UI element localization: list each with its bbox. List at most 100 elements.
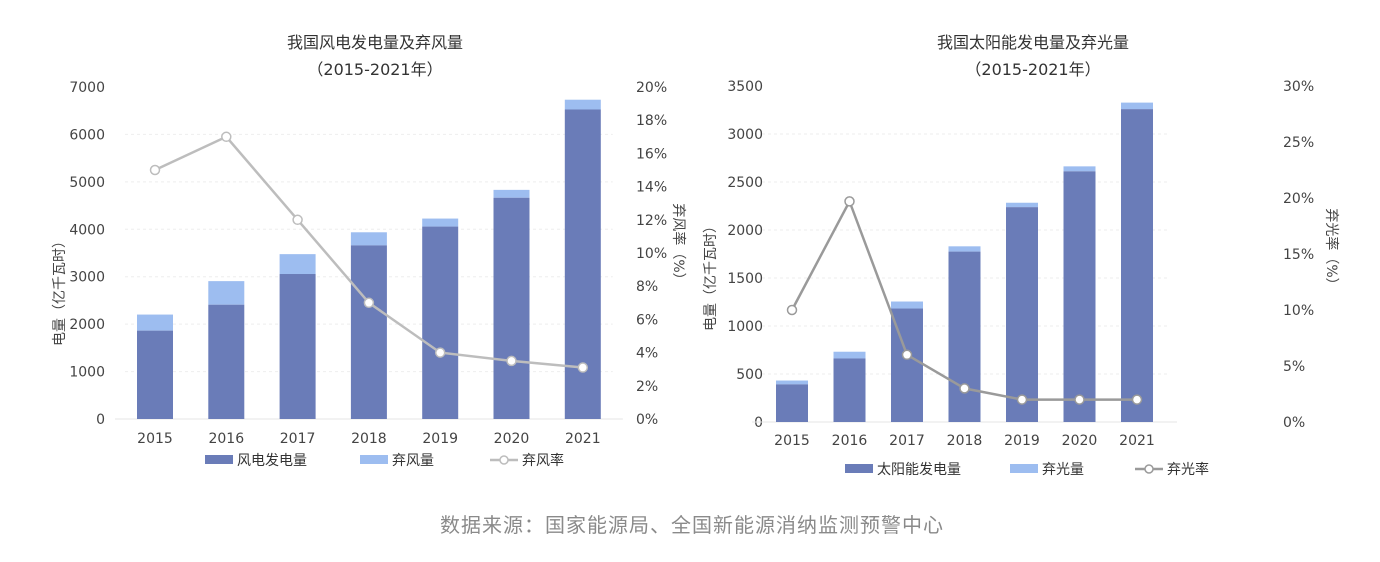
y-tick-label-solar: 1000 (727, 319, 763, 335)
bar-generation-wind-2020 (493, 197, 530, 419)
y2-tick-label-solar: 25% (1283, 135, 1314, 151)
x-tick-label-solar: 2016 (832, 433, 868, 449)
point-rate-wind-2018 (363, 297, 375, 309)
y2-tick-label-solar: 30% (1283, 79, 1314, 95)
x-tick-label-wind: 2015 (137, 431, 173, 447)
x-tick-label-wind: 2019 (422, 431, 458, 447)
x-tick-label-wind: 2020 (494, 431, 530, 447)
legend-swatch-curtailment-wind (360, 455, 388, 464)
point-rate-wind-2021 (577, 362, 589, 373)
source-note: 数据来源：国家能源局、全国新能源消纳监测预警中心 (440, 513, 944, 537)
bar-curtailment-solar-2019 (1006, 202, 1038, 208)
bar-curtailment-wind-2019 (422, 218, 459, 227)
bar-generation-wind-2018 (350, 245, 387, 419)
point-rate-wind-2019 (434, 347, 446, 358)
bar-curtailment-wind-2015 (137, 314, 173, 331)
bar-generation-solar-2021 (1121, 109, 1153, 423)
legend-swatch-curtailment-solar (1010, 464, 1038, 473)
bar-generation-solar-2019 (1006, 207, 1038, 422)
x-tick-label-wind: 2016 (208, 431, 244, 447)
y-tick-label-solar: 3000 (727, 127, 763, 143)
legend-swatch-generation-wind (205, 455, 233, 464)
point-rate-wind-2016 (221, 131, 232, 143)
legend-label-generation-solar: 太阳能发电量 (877, 462, 961, 478)
chart-title-solar: 我国太阳能发电量及弃光量 (937, 33, 1129, 52)
y-tick-label-solar: 500 (736, 367, 763, 383)
x-tick-label-solar: 2015 (774, 433, 810, 449)
y-tick-label-wind: 5000 (69, 175, 105, 191)
legend-label-rate-wind: 弃风率 (522, 452, 564, 469)
x-tick-label-wind: 2018 (351, 431, 387, 447)
bar-generation-wind-2017 (279, 274, 316, 419)
y2-axis-label-solar: 弃光率（%） (1323, 208, 1340, 291)
bar-generation-wind-2019 (422, 226, 459, 419)
legend-label-curtailment-solar: 弃光量 (1042, 462, 1084, 478)
point-rate-solar-2015 (786, 304, 798, 316)
y-tick-label-solar: 2000 (727, 223, 763, 239)
bar-generation-wind-2015 (137, 330, 173, 419)
bar-generation-solar-2016 (833, 358, 866, 422)
y-tick-label-solar: 1500 (727, 271, 763, 287)
legend-marker-rate-wind (499, 455, 509, 465)
y2-tick-label-wind: 20% (636, 80, 667, 96)
y2-tick-label-solar: 10% (1283, 303, 1314, 319)
y2-tick-label-solar: 15% (1283, 247, 1314, 263)
y-tick-label-wind: 1000 (69, 365, 105, 381)
y2-tick-label-wind: 18% (636, 113, 667, 129)
bar-generation-solar-2020 (1063, 171, 1096, 422)
x-tick-label-solar: 2021 (1119, 433, 1155, 449)
y2-tick-label-solar: 5% (1283, 359, 1305, 375)
y-tick-label-wind: 0 (96, 412, 105, 428)
point-rate-wind-2017 (292, 214, 303, 226)
y2-axis-label-wind: 弃风率（%） (670, 203, 687, 286)
chart-title-wind: 我国风电发电量及弃风量 (287, 33, 463, 52)
y2-tick-label-wind: 12% (636, 213, 667, 229)
y2-tick-label-wind: 4% (636, 346, 658, 362)
y-axis-label-wind: 电量（亿千瓦时） (52, 234, 68, 346)
point-rate-solar-2019 (1016, 394, 1028, 405)
bar-curtailment-wind-2016 (208, 281, 245, 305)
y-tick-label-wind: 4000 (69, 222, 105, 238)
y-tick-label-wind: 3000 (69, 270, 105, 286)
bar-curtailment-solar-2018 (948, 246, 981, 252)
bar-curtailment-wind-2018 (350, 232, 387, 246)
y-tick-label-wind: 7000 (69, 80, 105, 96)
bar-curtailment-solar-2016 (833, 351, 866, 359)
point-rate-wind-2015 (149, 164, 161, 176)
legend-label-curtailment-wind: 弃风量 (392, 453, 434, 469)
x-tick-label-solar: 2019 (1004, 433, 1040, 449)
bar-curtailment-wind-2021 (564, 99, 601, 110)
point-rate-solar-2017 (901, 349, 913, 361)
point-rate-solar-2021 (1131, 394, 1143, 405)
bar-curtailment-solar-2020 (1063, 166, 1096, 172)
point-rate-solar-2020 (1074, 394, 1085, 405)
chart-subtitle-wind: （2015-2021年） (307, 60, 442, 79)
y2-tick-label-wind: 14% (636, 180, 667, 196)
y-tick-label-wind: 6000 (69, 127, 105, 143)
legend-swatch-generation-solar (845, 464, 873, 473)
point-rate-wind-2020 (506, 355, 517, 367)
y2-tick-label-wind: 8% (636, 279, 658, 295)
y2-tick-label-wind: 2% (636, 379, 658, 395)
bar-generation-solar-2015 (776, 384, 808, 422)
x-tick-label-wind: 2017 (280, 431, 316, 447)
y2-tick-label-wind: 16% (636, 146, 667, 162)
x-tick-label-solar: 2018 (947, 433, 983, 449)
bar-generation-wind-2016 (208, 304, 245, 419)
point-rate-solar-2018 (959, 383, 970, 394)
point-rate-solar-2016 (844, 196, 855, 207)
x-tick-label-wind: 2021 (565, 431, 601, 447)
y2-tick-label-wind: 6% (636, 312, 658, 328)
y2-tick-label-wind: 10% (636, 246, 667, 262)
y2-tick-label-solar: 0% (1283, 415, 1305, 431)
y-tick-label-solar: 0 (754, 415, 763, 431)
legend-label-generation-wind: 风电发电量 (237, 453, 307, 469)
bar-curtailment-wind-2020 (493, 189, 530, 198)
chart-subtitle-solar: （2015-2021年） (965, 60, 1100, 79)
legend-marker-rate-solar (1144, 464, 1154, 474)
y-tick-label-solar: 2500 (727, 175, 763, 191)
bar-generation-solar-2018 (948, 251, 981, 422)
bar-curtailment-wind-2017 (279, 254, 316, 275)
y2-tick-label-wind: 0% (636, 412, 658, 428)
